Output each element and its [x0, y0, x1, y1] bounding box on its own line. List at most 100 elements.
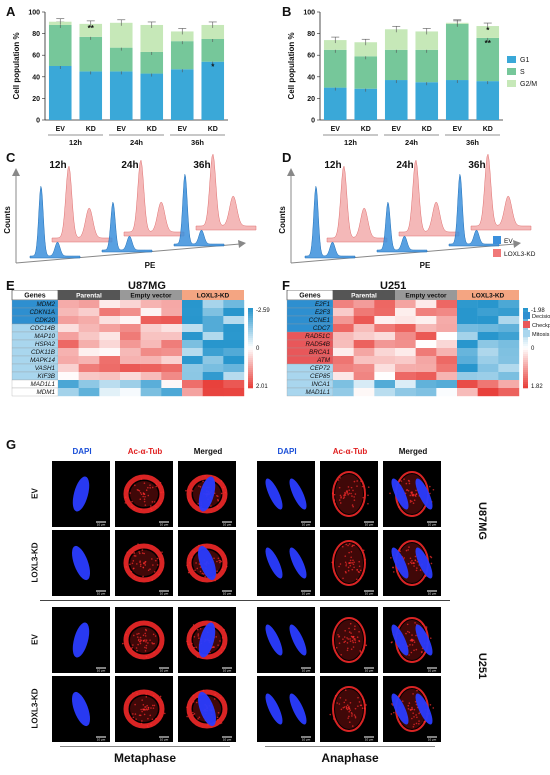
- heat-cell: [498, 300, 519, 308]
- heat-cell: [478, 380, 499, 388]
- heat-cell: [203, 340, 224, 348]
- heat-cell: [223, 372, 244, 380]
- y-tick-label: 40: [32, 74, 40, 81]
- gene-label: CCNE1: [309, 317, 330, 324]
- scale-segment: [523, 376, 528, 378]
- micrograph: 10 μm: [383, 607, 441, 673]
- gene-label: INCA1: [311, 381, 330, 388]
- heat-cell: [120, 388, 141, 396]
- heat-cell: [354, 300, 375, 308]
- legend-label: Mitosis: [532, 332, 550, 338]
- scale-segment: [523, 354, 528, 356]
- heat-cell: [182, 372, 203, 380]
- scale-segment: [248, 366, 253, 368]
- scale-segment: [523, 382, 528, 384]
- micrograph: 10 μm: [320, 676, 378, 742]
- heat-cell: [223, 364, 244, 372]
- legend-swatch: [523, 321, 530, 328]
- scale-segment: [248, 336, 253, 338]
- heat-cell: [395, 332, 416, 340]
- heat-cell: [395, 316, 416, 324]
- heat-cell: [161, 316, 182, 324]
- heat-cell: [99, 388, 120, 396]
- heat-cell: [120, 332, 141, 340]
- heat-cell: [333, 324, 354, 332]
- heat-cell: [120, 308, 141, 316]
- chromosome-mass: [70, 475, 93, 513]
- heat-cell: [457, 332, 478, 340]
- legend-swatch: [507, 56, 516, 63]
- micrograph: 10 μm: [52, 530, 110, 596]
- heat-cell: [182, 356, 203, 364]
- x-axis-arrow: [513, 240, 521, 248]
- genes-header: Genes: [24, 293, 46, 300]
- heat-cell: [374, 380, 395, 388]
- scale-segment: [523, 348, 528, 350]
- heat-cell: [416, 324, 437, 332]
- tubulin-dot: [429, 486, 431, 488]
- heat-cell: [498, 308, 519, 316]
- heat-cell: [182, 388, 203, 396]
- bar-segment-g1: [446, 80, 469, 120]
- micrograph-content: 10 μm: [52, 676, 110, 742]
- heat-cell: [498, 348, 519, 356]
- heat-cell: [161, 332, 182, 340]
- heat-cell: [99, 316, 120, 324]
- scale-segment: [523, 350, 528, 352]
- scale-segment: [523, 340, 528, 342]
- heat-cell: [416, 340, 437, 348]
- gene-label: MAD1L1: [31, 381, 56, 388]
- gene-label: CDK11B: [31, 349, 55, 356]
- heat-cell: [203, 324, 224, 332]
- tubulin-dot: [367, 503, 369, 505]
- scale-segment: [523, 342, 528, 344]
- heatmap-e: Genes Parental Empty vector LOXL3-KDMDM2CDK…: [0, 290, 275, 402]
- heat-cell: [354, 340, 375, 348]
- scale-label: -2.59: [256, 308, 270, 314]
- heat-cell: [141, 308, 162, 316]
- histogram-panel-d: CountsPE12h 24h 36hEVLOXL3-KD: [275, 148, 550, 278]
- group-label: LOXL3-KD: [472, 293, 505, 300]
- heat-cell: [416, 316, 437, 324]
- micrograph-content: 10 μm: [178, 530, 236, 596]
- heat-cell: [436, 324, 457, 332]
- heatmap-f: Genes Parental Empty vector LOXL3-KDE2F1E2F…: [275, 290, 550, 402]
- heat-cell: [141, 380, 162, 388]
- legend-swatch: [523, 330, 530, 337]
- heat-cell: [333, 380, 354, 388]
- tubulin-dot: [161, 551, 163, 553]
- gene-label: CDC7: [313, 325, 331, 332]
- group-label: Parental: [76, 293, 102, 300]
- legend-label: Checkpoint - G2/M: [532, 323, 550, 329]
- tubulin-dot: [390, 557, 392, 559]
- heat-cell: [182, 348, 203, 356]
- heat-cell: [79, 380, 100, 388]
- heat-cell: [354, 388, 375, 396]
- heat-cell: [416, 300, 437, 308]
- micrograph: 10 μm: [257, 676, 315, 742]
- significance-mark: **: [485, 39, 492, 48]
- row-label: EV: [31, 607, 40, 673]
- heat-cell: [79, 332, 100, 340]
- channel-header: DAPI: [257, 447, 317, 456]
- gene-label: RAD54B: [306, 341, 331, 348]
- spindle-fill: [335, 474, 363, 514]
- y-axis-label: Cell population %: [287, 32, 296, 99]
- scale-bar-label: 10 μm: [428, 669, 437, 673]
- tubulin-dot: [391, 713, 393, 715]
- tubulin-dot: [192, 490, 194, 492]
- heat-cell: [374, 356, 395, 364]
- heat-cell: [498, 356, 519, 364]
- heat-cell: [79, 316, 100, 324]
- spindle-fill: [130, 550, 158, 576]
- chromosome-mass: [68, 690, 93, 729]
- spindle-fill: [130, 627, 158, 653]
- heat-cell: [457, 356, 478, 364]
- heat-cell: [182, 332, 203, 340]
- scale-segment: [523, 368, 528, 370]
- scale-segment: [248, 380, 253, 382]
- heat-cell: [120, 380, 141, 388]
- scale-segment: [248, 344, 253, 346]
- micrograph-content: 10 μm: [257, 676, 315, 742]
- x-tick-label: EV: [392, 126, 402, 133]
